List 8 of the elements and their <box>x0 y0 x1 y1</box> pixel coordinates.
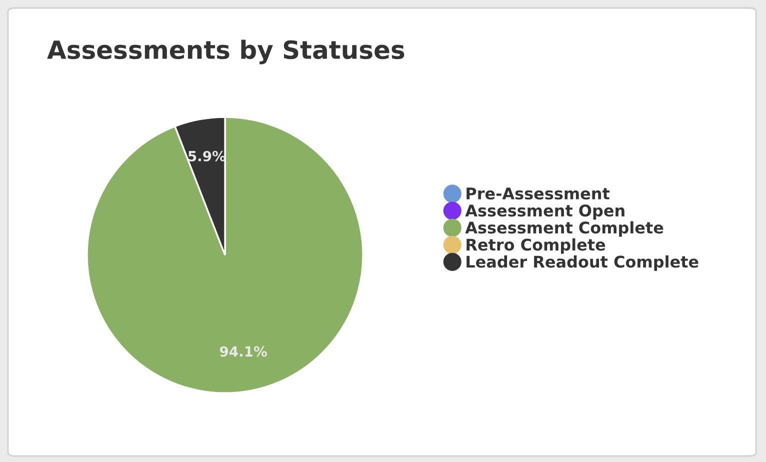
data-label: 94.1% <box>220 346 267 357</box>
legend-label: Assessment Open <box>465 204 624 220</box>
legend-label: Leader Readout Complete <box>466 255 698 271</box>
chart-title: Assessments by Statuses <box>47 40 404 64</box>
legend-label: Retro Complete <box>466 238 606 254</box>
legend-label: Assessment Complete <box>465 221 664 237</box>
pie-slice <box>86 116 364 394</box>
legend-label: Pre-Assessment <box>466 188 610 200</box>
